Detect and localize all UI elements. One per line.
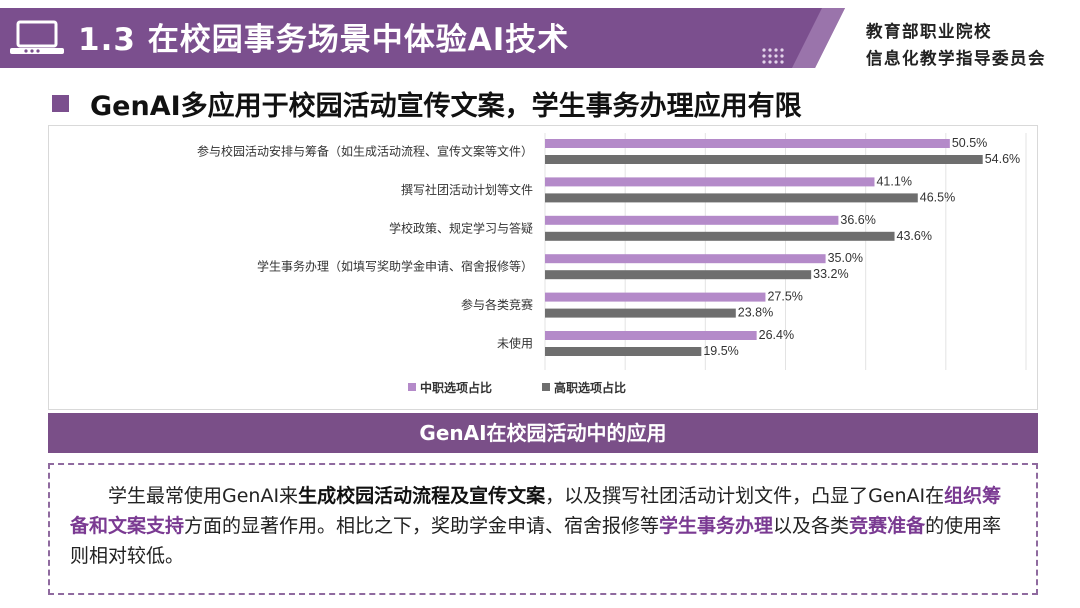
data-label: 33.2%: [813, 267, 848, 281]
data-label: 50.5%: [952, 136, 987, 150]
subheading: GenAI多应用于校园活动宣传文案，学生事务办理应用有限: [90, 91, 802, 122]
chart-caption: GenAI在校园活动中的应用: [48, 413, 1038, 453]
desc-part-1: 学生最常使用GenAI来: [108, 485, 299, 507]
bar-zhongzhi: [545, 177, 875, 187]
bar-zhongzhi: [545, 254, 826, 264]
legend-label: 中职选项占比: [420, 380, 492, 395]
data-label: 23.8%: [738, 306, 773, 320]
bar-chart: 参与校园活动安排与筹备（如生成活动流程、宣传文案等文件） 撰写社团活动计划等文件学…: [48, 125, 1038, 410]
committee-name: 教育部职业院校 信息化教学指导委员会: [866, 18, 1076, 72]
legend-label: 高职选项占比: [554, 380, 626, 395]
bar-zhongzhi: [545, 215, 839, 225]
desc-highlight-4: 竞赛准备: [849, 515, 926, 537]
committee-line-2: 信息化教学指导委员会: [866, 49, 1046, 68]
category-label: 参与校园活动安排与筹备（如生成活动流程、宣传文案等文件）: [197, 144, 533, 159]
header-banner: [0, 8, 845, 68]
bar-gaozhi: [545, 308, 736, 318]
data-label: 35.0%: [828, 251, 863, 265]
bar-gaozhi: [545, 193, 918, 203]
desc-highlight-1: 生成校园活动流程及宣传文案: [298, 485, 546, 507]
bar-gaozhi: [545, 270, 812, 280]
bar-gaozhi: [545, 347, 702, 356]
desc-part-5: 的使用率则相对较低。: [70, 515, 1002, 567]
description-text: 学生最常使用GenAI来生成校园活动流程及宣传文案，以及撰写社团活动计划文件，凸…: [70, 481, 1018, 571]
data-label: 46.5%: [920, 190, 955, 204]
dot-grid-decoration: [762, 48, 784, 64]
desc-highlight-2: 组织筹备和文案支持: [70, 485, 1002, 537]
square-bullet-icon: [52, 95, 69, 112]
legend-swatch: [542, 383, 550, 391]
category-label: 未使用: [497, 336, 533, 351]
bar-gaozhi: [545, 231, 895, 241]
legend-swatch: [408, 383, 416, 391]
description-box: 学生最常使用GenAI来生成校园活动流程及宣传文案，以及撰写社团活动计划文件，凸…: [48, 463, 1038, 595]
bar-zhongzhi: [545, 139, 950, 148]
data-label: 54.6%: [985, 152, 1020, 166]
data-label: 41.1%: [876, 174, 911, 188]
desc-part-4: 以及各类: [773, 515, 850, 537]
category-label: 参与各类竞赛: [461, 297, 533, 312]
committee-line-1: 教育部职业院校: [866, 22, 992, 41]
bar-gaozhi: [545, 155, 983, 164]
desc-highlight-3: 学生事务办理: [659, 515, 774, 537]
data-label: 36.6%: [840, 213, 875, 227]
category-label: 学校政策、规定学习与答疑: [389, 220, 533, 235]
data-label: 43.6%: [897, 229, 932, 243]
desc-part-2: ，以及撰写社团活动计划文件，凸显了GenAI在: [545, 485, 945, 507]
data-label: 27.5%: [767, 290, 802, 304]
bar-zhongzhi: [545, 331, 757, 340]
laptop-icon: [10, 20, 64, 54]
category-label: 撰写社团活动计划等文件: [401, 182, 533, 197]
data-label: 26.4%: [759, 328, 794, 342]
chart-frame: [48, 125, 1038, 410]
data-label: 19.5%: [703, 344, 738, 358]
bar-zhongzhi: [545, 292, 766, 302]
page-title: 1.3 在校园事务场景中体验AI技术: [78, 22, 570, 58]
desc-part-3: 方面的显著作用。相比之下，奖助学金申请、宿舍报修等: [184, 515, 660, 537]
category-label: 学生事务办理（如填写奖助学金申请、宿舍报修等）: [257, 259, 533, 274]
